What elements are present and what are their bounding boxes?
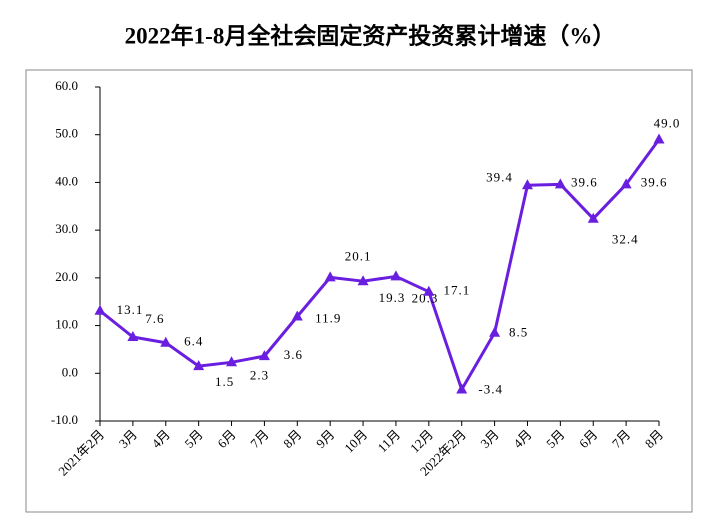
y-tick-label: 30.0	[55, 221, 78, 236]
data-marker	[554, 178, 566, 189]
data-label: 17.1	[443, 283, 470, 298]
data-marker	[390, 270, 402, 281]
x-tick-label: 6月	[214, 427, 238, 451]
data-marker	[127, 331, 139, 342]
data-marker	[456, 383, 468, 394]
y-tick-label: 0.0	[62, 364, 78, 379]
y-tick-label: 10.0	[55, 317, 78, 332]
y-tick-label: 50.0	[55, 126, 78, 141]
x-tick-label: 3月	[477, 427, 501, 451]
data-marker	[291, 310, 303, 321]
x-tick-label: 6月	[576, 427, 600, 451]
data-label: 3.6	[284, 347, 303, 362]
data-marker	[521, 179, 533, 190]
data-label: 1.5	[215, 374, 234, 389]
data-label: 20.1	[345, 248, 372, 263]
y-tick-label: 40.0	[55, 173, 78, 188]
x-tick-label: 2021年2月	[55, 427, 107, 479]
data-label: 6.4	[184, 334, 203, 349]
data-label: 32.4	[612, 232, 639, 247]
x-tick-label: 5月	[543, 427, 567, 451]
x-tick-label: 7月	[247, 427, 271, 451]
x-tick-label: 8月	[642, 427, 666, 451]
data-marker	[357, 275, 369, 286]
data-marker	[226, 356, 238, 367]
x-tick-label: 11月	[375, 427, 404, 456]
data-label: 13.1	[117, 302, 144, 317]
data-label: 8.5	[509, 325, 528, 340]
data-label: 39.6	[641, 174, 668, 189]
data-label: 49.0	[654, 115, 681, 130]
data-label: 19.3	[379, 290, 406, 305]
data-label: 11.9	[315, 310, 341, 325]
x-tick-label: 4月	[149, 427, 173, 451]
x-tick-label: 4月	[510, 427, 534, 451]
y-tick-label: -10.0	[51, 412, 78, 427]
data-marker	[587, 212, 599, 223]
x-tick-label: 5月	[181, 427, 205, 451]
data-label: 2.3	[250, 367, 269, 382]
chart-frame	[25, 69, 693, 513]
x-tick-label: 9月	[313, 427, 337, 451]
data-line	[99, 138, 661, 392]
data-marker	[94, 304, 106, 315]
x-tick-label: 8月	[280, 427, 304, 451]
data-marker	[489, 326, 501, 337]
data-marker	[258, 350, 270, 361]
y-tick-label: 20.0	[55, 269, 78, 284]
data-marker	[324, 271, 336, 282]
data-label: 7.6	[145, 311, 164, 326]
data-marker	[620, 178, 632, 189]
x-tick-label: 12月	[407, 427, 436, 456]
data-label: 39.6	[571, 174, 598, 189]
data-marker	[423, 285, 435, 296]
x-tick-label: 3月	[116, 427, 140, 451]
data-marker	[653, 133, 665, 144]
y-tick-label: 60.0	[55, 78, 78, 93]
data-label: 20.3	[412, 290, 439, 305]
x-tick-label: 10月	[341, 427, 370, 456]
data-label: 39.4	[486, 169, 513, 184]
x-tick-label: 7月	[609, 427, 633, 451]
data-marker	[193, 360, 205, 371]
data-marker	[160, 336, 172, 347]
data-label: -3.4	[478, 381, 503, 396]
chart-title: 2022年1-8月全社会固定资产投资累计增速（%）	[125, 22, 616, 48]
